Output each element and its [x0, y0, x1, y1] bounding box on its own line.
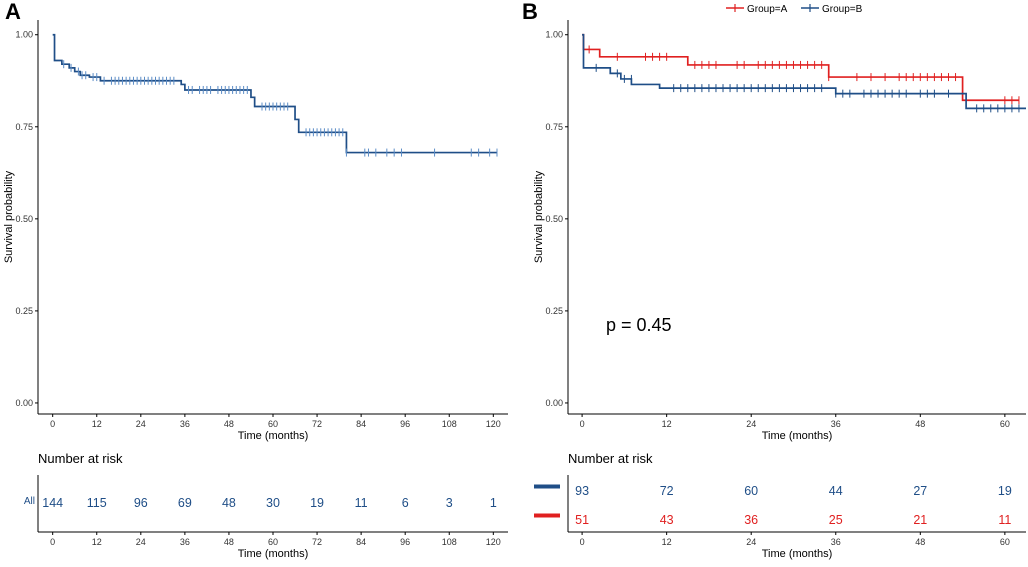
risk-count-a: 19 [310, 496, 324, 510]
risk-row-label-a: All [24, 496, 35, 507]
risk-count-a: 69 [178, 496, 192, 510]
x-tick-label-a: 84 [356, 419, 366, 429]
risk-count-b: 51 [575, 513, 589, 527]
y-tick-label-a: 0.00 [15, 398, 33, 408]
x-tick-label-b: 48 [915, 419, 925, 429]
x-tick-label-a: 60 [268, 419, 278, 429]
x-tick-label-a: 24 [136, 419, 146, 429]
plots: 0.000.250.500.751.000 12 24 36 48 60 72 84 96 108… [3, 20, 1026, 560]
y-tick-label-b: 0.50 [545, 214, 563, 224]
risk-table-title-b: Number at risk [568, 451, 653, 466]
y-axis-title-b: Survival probability [533, 170, 545, 263]
risk-x-tick-label-b: 12 [662, 537, 672, 547]
y-tick-label-a: 0.75 [15, 122, 33, 132]
risk-x-tick-label-a: 36 [180, 537, 190, 547]
risk-count-b: 44 [829, 484, 843, 498]
y-axis-title-a: Survival probability [3, 170, 15, 263]
risk-count-a: 144 [42, 496, 63, 510]
x-tick-label-a: 0 [50, 419, 55, 429]
x-tick-label-a: 36 [180, 419, 190, 429]
risk-x-tick-label-a: 24 [136, 537, 146, 547]
x-tick-label-a: 120 [486, 419, 501, 429]
risk-count-b: 25 [829, 513, 843, 527]
survival-curve-b-group-b [582, 33, 1026, 110]
risk-key-group-a [534, 513, 560, 518]
risk-count-a: 6 [402, 496, 409, 510]
x-tick-label-a: 72 [312, 419, 322, 429]
risk-count-a: 48 [222, 496, 236, 510]
risk-x-tick-label-b: 60 [1000, 537, 1010, 547]
risk-key-group-b [534, 484, 560, 489]
risk-count-b: 27 [913, 484, 927, 498]
risk-count-b: 72 [660, 484, 674, 498]
legend-label-group-a: Group=A [747, 4, 788, 15]
risk-x-tick-label-a: 12 [92, 537, 102, 547]
risk-x-tick-label-b: 0 [580, 537, 585, 547]
legend: Group=A Group=B [726, 4, 863, 15]
y-tick-label-b: 1.00 [545, 30, 563, 40]
y-tick-label-a: 0.25 [15, 306, 33, 316]
y-tick-label-b: 0.75 [545, 122, 563, 132]
x-tick-label-b: 0 [580, 419, 585, 429]
y-tick-label-a: 1.00 [15, 30, 33, 40]
x-tick-label-b: 36 [831, 419, 841, 429]
risk-x-axis-title-a: Time (months) [238, 548, 309, 560]
risk-x-tick-label-a: 108 [442, 537, 457, 547]
risk-x-tick-label-a: 120 [486, 537, 501, 547]
risk-table-title-a: Number at risk [38, 451, 123, 466]
x-tick-label-b: 12 [662, 419, 672, 429]
x-tick-label-a: 96 [400, 419, 410, 429]
p-value-annotation: p = 0.45 [606, 315, 672, 335]
y-tick-label-b: 0.00 [545, 398, 563, 408]
risk-x-tick-label-a: 96 [400, 537, 410, 547]
risk-x-tick-label-b: 36 [831, 537, 841, 547]
risk-x-tick-label-a: 0 [50, 537, 55, 547]
risk-x-tick-label-a: 48 [224, 537, 234, 547]
x-tick-label-a: 108 [442, 419, 457, 429]
x-tick-label-a: 12 [92, 419, 102, 429]
risk-x-tick-label-a: 72 [312, 537, 322, 547]
risk-count-a: 115 [87, 496, 107, 510]
risk-count-a: 3 [446, 496, 453, 510]
risk-x-axis-title-b: Time (months) [762, 548, 833, 560]
survival-curve-a-all [52, 33, 497, 154]
risk-x-tick-label-a: 60 [268, 537, 278, 547]
risk-x-tick-label-b: 24 [746, 537, 756, 547]
panel-label-a: A [5, 0, 21, 24]
risk-x-tick-label-b: 48 [915, 537, 925, 547]
y-tick-label-a: 0.50 [15, 214, 33, 224]
risk-x-tick-label-a: 84 [356, 537, 366, 547]
risk-count-a: 11 [355, 496, 368, 510]
x-axis-title-b: Time (months) [762, 430, 833, 442]
risk-count-a: 1 [490, 496, 497, 510]
panel-label-b: B [522, 0, 538, 24]
x-tick-label-b: 60 [1000, 419, 1010, 429]
risk-count-b: 19 [998, 484, 1012, 498]
x-axis-title-a: Time (months) [238, 430, 309, 442]
x-tick-label-b: 24 [746, 419, 756, 429]
risk-count-b: 60 [744, 484, 758, 498]
risk-count-b: 93 [575, 484, 589, 498]
risk-count-b: 21 [913, 513, 927, 527]
legend-label-group-b: Group=B [822, 4, 863, 15]
risk-count-b: 43 [660, 513, 674, 527]
risk-count-a: 96 [134, 496, 148, 510]
risk-count-a: 30 [266, 496, 280, 510]
x-tick-label-a: 48 [224, 419, 234, 429]
risk-count-b: 36 [744, 513, 758, 527]
y-tick-label-b: 0.25 [545, 306, 563, 316]
risk-count-b: 11 [998, 513, 1011, 527]
